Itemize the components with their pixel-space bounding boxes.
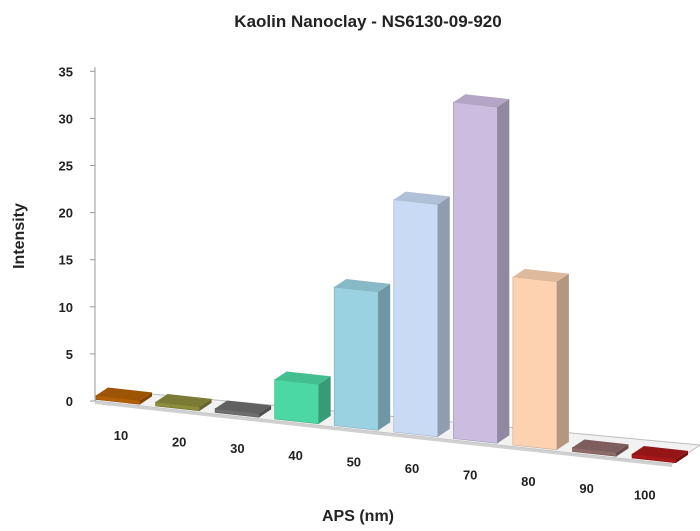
x-tick-label: 60 <box>405 461 419 476</box>
y-tick-label: 20 <box>59 206 73 221</box>
bar-side-face <box>199 398 212 411</box>
bar <box>512 268 569 451</box>
bar-front-face <box>333 286 379 431</box>
x-tick-label: 80 <box>521 474 535 489</box>
chart-floor-edge <box>95 401 672 467</box>
y-tick-label: 15 <box>59 253 73 268</box>
x-tick-label: 100 <box>634 487 656 502</box>
chart-title: Kaolin Nanoclay - NS6130-09-920 <box>234 12 501 31</box>
x-tick-label: 50 <box>347 454 361 469</box>
bar-front-face <box>512 276 558 451</box>
x-tick-label: 10 <box>114 428 128 443</box>
bar-top-face <box>453 94 510 108</box>
bar-top-face <box>155 394 212 407</box>
bar <box>95 387 152 405</box>
bar-top-face <box>632 446 688 459</box>
bar-top-face <box>512 268 569 282</box>
bar-front-face <box>393 199 439 438</box>
bar-top-face <box>274 371 331 385</box>
x-tick-label: 20 <box>172 435 186 450</box>
y-tick-label: 5 <box>66 347 73 362</box>
bar-side-face <box>497 99 510 444</box>
bar <box>631 446 688 464</box>
x-tick-label: 40 <box>288 448 302 463</box>
x-axis-label: APS (nm) <box>322 508 394 525</box>
bar-side-face <box>378 283 391 431</box>
bar-side-face <box>556 273 569 450</box>
bar <box>572 439 629 457</box>
bar-top-face <box>393 191 450 205</box>
bar-front-face <box>274 379 319 425</box>
bar <box>274 371 331 425</box>
y-tick-label: 0 <box>66 394 73 409</box>
y-tick-label: 25 <box>59 159 73 174</box>
bar-top-face <box>334 279 391 292</box>
bar-side-face <box>616 444 629 457</box>
bar <box>155 394 212 412</box>
bar <box>393 191 450 438</box>
bar-top-face <box>96 387 152 401</box>
bar <box>333 279 391 431</box>
bar-side-face <box>318 376 331 424</box>
y-tick-label: 35 <box>59 64 73 79</box>
y-tick-label: 30 <box>59 111 73 126</box>
bar-top-face <box>215 400 272 414</box>
bar-side-face <box>259 405 272 418</box>
x-tick-label: 90 <box>579 481 593 496</box>
bar <box>453 94 510 444</box>
bar-top-face <box>572 439 629 453</box>
y-tick-label: 10 <box>59 300 73 315</box>
bar-side-face <box>140 392 152 405</box>
bar-side-face <box>676 450 688 463</box>
bar-side-face <box>437 196 450 437</box>
x-tick-label: 30 <box>230 441 244 456</box>
bar <box>214 400 272 418</box>
y-axis-label: Intensity <box>11 203 28 269</box>
bar-front-face <box>453 101 498 444</box>
x-tick-label: 70 <box>463 468 477 483</box>
